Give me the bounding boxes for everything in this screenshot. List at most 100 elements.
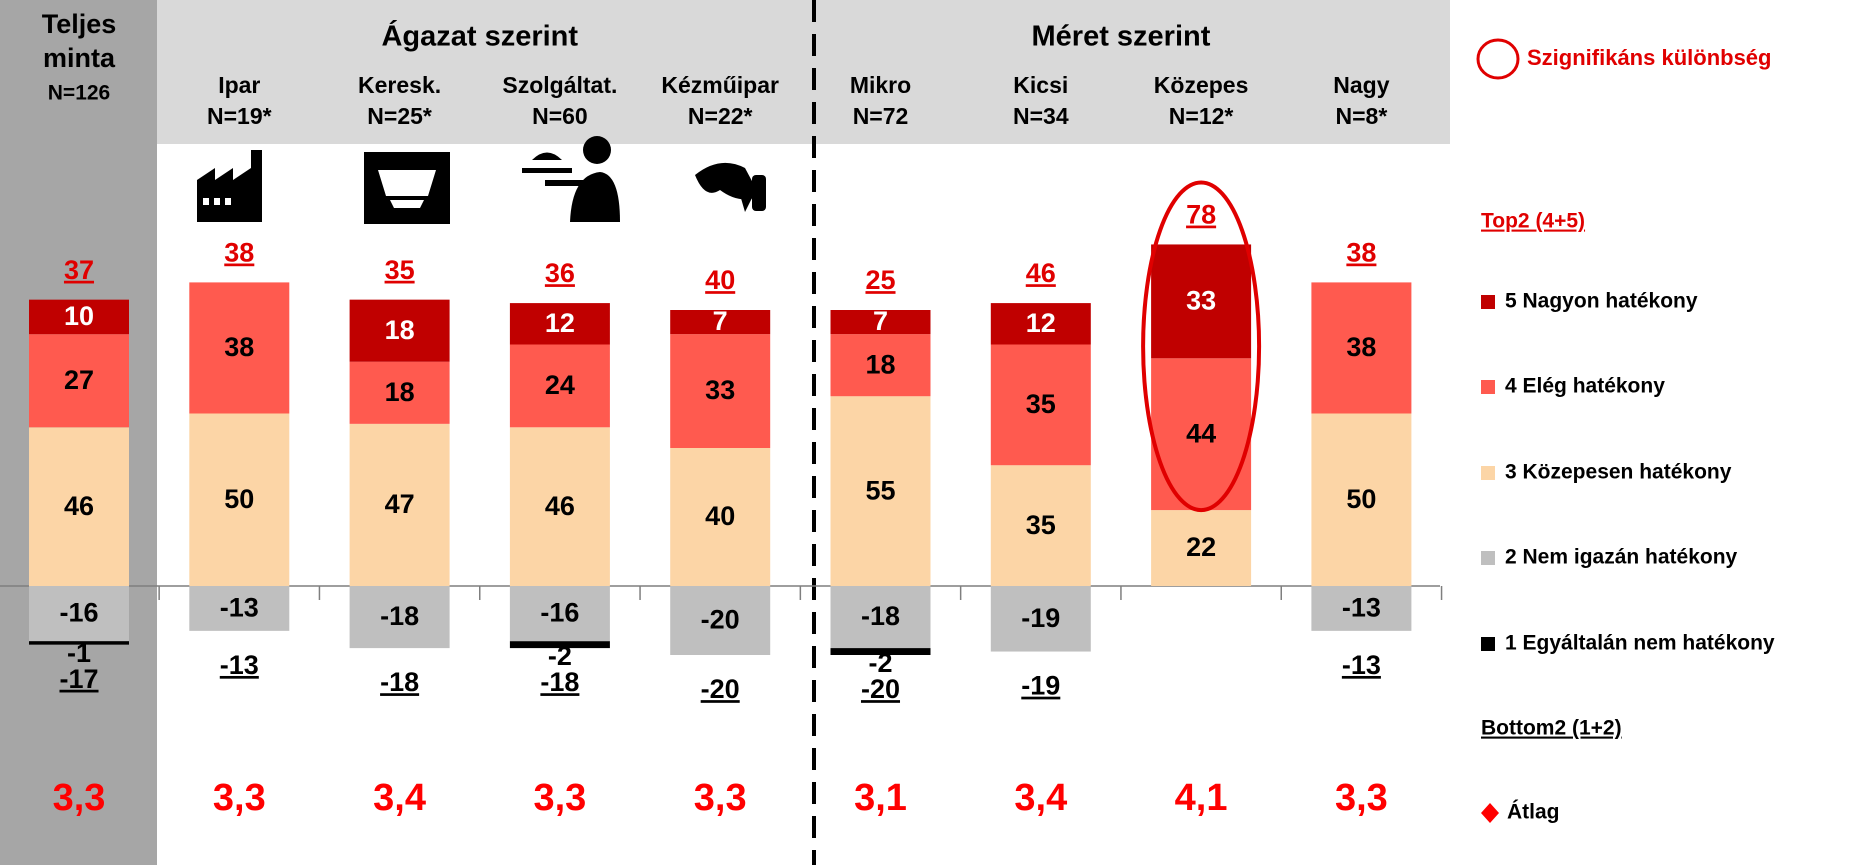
significance-ellipse <box>1141 180 1262 513</box>
segment-label: 33 <box>1186 286 1216 316</box>
category-label: Mikro <box>850 72 911 98</box>
sample-size: N=12* <box>1169 103 1234 129</box>
bar-segment <box>1151 358 1252 511</box>
bar-segment <box>830 310 931 335</box>
average-label: 3,3 <box>694 777 747 819</box>
bar-segment <box>830 586 931 649</box>
bar-segment <box>189 413 290 586</box>
segment-label: -18 <box>380 601 419 631</box>
bar-segment <box>830 396 931 586</box>
sample-size: N=22* <box>688 103 753 129</box>
bottom2-label: -18 <box>540 667 579 697</box>
legend-average: Átlag <box>1507 801 1560 824</box>
segment-label: 7 <box>713 306 728 336</box>
average-label: 3,3 <box>53 777 106 819</box>
segment-label: 27 <box>64 365 94 395</box>
segment-label: -13 <box>220 593 259 623</box>
icon-industry <box>197 150 262 222</box>
bar-segment <box>189 586 290 631</box>
bottom2-label: -17 <box>59 664 98 694</box>
segment-label: 22 <box>1186 532 1216 562</box>
average-label: 3,4 <box>1014 777 1067 819</box>
average-label: 4,1 <box>1175 777 1228 819</box>
category-label: Közepes <box>1154 72 1249 98</box>
bar-segment <box>509 427 610 586</box>
icon-service <box>522 136 620 222</box>
legend-swatch <box>1481 295 1495 309</box>
bar-segment <box>670 334 771 448</box>
bar-segment <box>990 465 1091 586</box>
bar-segment <box>29 427 129 586</box>
segment-label: 12 <box>545 308 575 338</box>
legend-label: 3 Közepesen hatékony <box>1505 461 1732 484</box>
segment-label: -19 <box>1021 603 1060 633</box>
legend-label: 5 Nagyon hatékony <box>1505 290 1698 313</box>
group-label: Ágazat szerint <box>381 19 578 53</box>
bar-segment <box>189 282 290 414</box>
segment-label: 46 <box>545 491 575 521</box>
legend-swatch <box>1481 637 1495 651</box>
average-label: 3,3 <box>213 777 266 819</box>
segment-label: -16 <box>59 598 98 628</box>
segment-label: 18 <box>385 377 415 407</box>
category-label: Keresk. <box>358 72 441 98</box>
top2-label: 35 <box>385 255 415 285</box>
bottom2-label: -20 <box>861 674 900 704</box>
top2-label: 36 <box>545 258 575 288</box>
bar-segment <box>670 448 771 586</box>
legend-significance-marker <box>1476 38 1520 80</box>
bottom2-label: -13 <box>1342 650 1381 680</box>
segment-label: 33 <box>705 375 735 405</box>
bar-segment <box>509 586 610 642</box>
legend-label: 1 Egyáltalán nem hatékony <box>1505 632 1775 655</box>
segment-label: 7 <box>873 306 888 336</box>
segment-label: 50 <box>224 484 254 514</box>
sample-size: N=19* <box>207 103 272 129</box>
segment-label: 10 <box>64 301 94 331</box>
bar-segment <box>1311 413 1412 586</box>
segment-label: 35 <box>1026 510 1056 540</box>
bar-segment <box>349 586 450 649</box>
legend-bottom2: Bottom2 (1+2) <box>1481 717 1622 740</box>
segment-label: -16 <box>540 598 579 628</box>
segment-label: 35 <box>1026 389 1056 419</box>
bar-segment <box>29 299 129 335</box>
segment-label: -20 <box>701 605 740 635</box>
bar-segment <box>349 423 450 586</box>
bar-segment <box>1151 244 1252 359</box>
bar-segment <box>509 344 610 428</box>
bar-segment <box>830 648 931 655</box>
total-label: minta <box>43 43 116 73</box>
legend-swatch <box>1481 551 1495 565</box>
sample-size: N=34 <box>1013 103 1069 129</box>
top2-label: 46 <box>1026 258 1056 288</box>
total-n: N=126 <box>48 82 110 105</box>
top2-label: 25 <box>865 265 895 295</box>
legend-label: 2 Nem igazán hatékony <box>1505 546 1738 569</box>
group-label: Méret szerint <box>1032 21 1211 53</box>
category-label: Kicsi <box>1013 72 1068 98</box>
bar-segment <box>29 641 129 645</box>
sample-size: N=8* <box>1336 103 1388 129</box>
top2-label: 40 <box>705 265 735 295</box>
bar-segment <box>990 344 1091 466</box>
bottom2-label: -19 <box>1021 671 1060 701</box>
segment-label: 55 <box>865 475 895 505</box>
category-label: Szolgáltat. <box>502 72 617 98</box>
segment-label: -2 <box>548 641 572 671</box>
segment-label: -18 <box>861 601 900 631</box>
legend-swatch <box>1481 466 1495 480</box>
legend-label: 4 Elég hatékony <box>1505 375 1665 398</box>
icon-craft <box>695 162 766 212</box>
bottom2-label: -18 <box>380 667 419 697</box>
category-label: Nagy <box>1333 72 1389 98</box>
average-label: 3,1 <box>854 777 907 819</box>
legend-swatch <box>1481 380 1495 394</box>
bar-segment <box>990 303 1091 345</box>
top2-label: 78 <box>1186 200 1216 230</box>
segment-label: -2 <box>868 648 892 678</box>
segment-label: 47 <box>385 489 415 519</box>
top2-label: 37 <box>64 255 94 285</box>
bar-segment <box>349 299 450 362</box>
